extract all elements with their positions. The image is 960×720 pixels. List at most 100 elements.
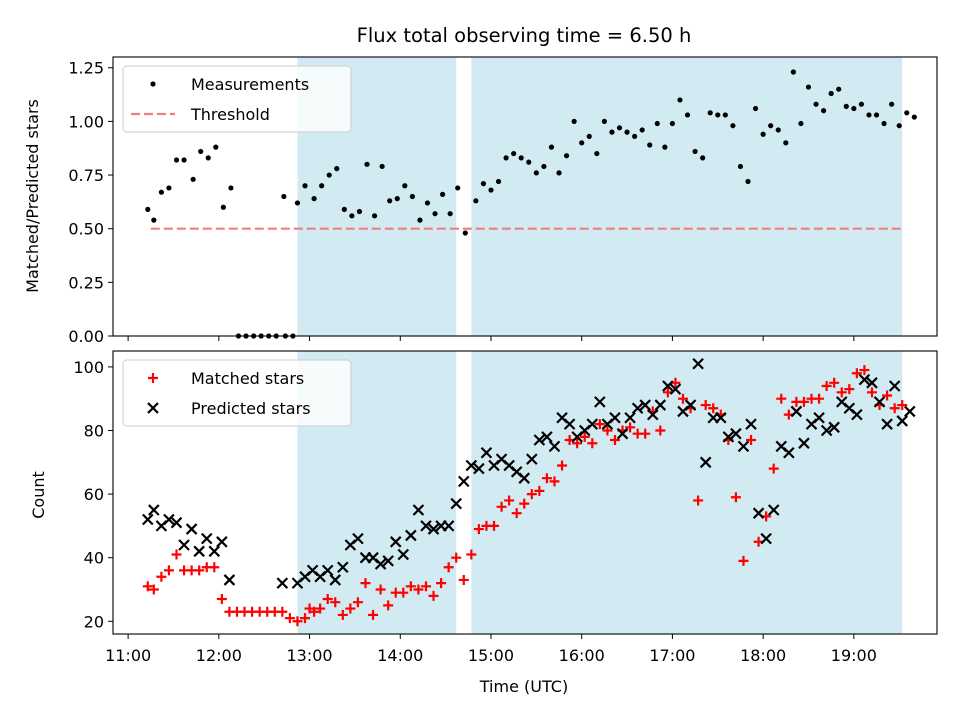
measurement-point — [447, 211, 453, 217]
measurement-point — [158, 189, 164, 195]
predicted-point — [828, 421, 840, 434]
measurement-point — [341, 206, 347, 212]
measurement-point — [480, 181, 487, 187]
measurement-point — [173, 157, 180, 163]
matched-point — [534, 485, 545, 496]
measurement-point — [495, 178, 502, 185]
matched-point — [700, 400, 711, 411]
measurement-point — [319, 183, 325, 189]
matched-point — [859, 365, 870, 376]
matched-point — [458, 574, 469, 585]
predicted-point — [374, 558, 387, 570]
x-tick-label: 14:00 — [377, 646, 423, 665]
predicted-point — [631, 402, 644, 415]
measurement-point — [326, 172, 332, 178]
measurement-point — [579, 140, 585, 146]
measurement-point — [503, 155, 509, 161]
measurement-point — [518, 155, 524, 161]
matched-point — [292, 616, 303, 627]
measurement-point — [533, 170, 539, 176]
predicted-point — [518, 472, 531, 484]
measurement-point — [843, 103, 849, 109]
matched-point — [587, 438, 598, 449]
predicted-point — [480, 446, 493, 459]
matched-point — [337, 609, 348, 620]
measurement-point — [790, 69, 796, 75]
legend-measurements-marker — [150, 81, 156, 87]
matched-point — [572, 438, 583, 449]
predicted-point — [223, 574, 236, 586]
predicted-point — [185, 523, 198, 535]
predicted-point — [170, 516, 183, 529]
y-tick-label: 40 — [84, 549, 104, 568]
legend-matched-marker — [148, 373, 158, 383]
measurement-point — [294, 200, 301, 206]
series-measurements — [145, 69, 917, 339]
measurement-point — [821, 108, 827, 114]
measurement-point — [356, 208, 363, 215]
predicted-point — [442, 520, 455, 532]
measurement-point — [866, 112, 872, 118]
predicted-point — [193, 545, 205, 558]
shaded-interval-2 — [471, 351, 903, 634]
measurement-point — [556, 170, 562, 176]
matched-point — [451, 552, 462, 563]
measurement-point — [616, 125, 623, 131]
measurement-point — [737, 163, 744, 170]
matched-point — [413, 584, 424, 595]
y-tick-label: 1.00 — [68, 112, 104, 131]
measurement-point — [440, 191, 446, 197]
predicted-point — [745, 418, 757, 430]
matched-point — [142, 581, 153, 592]
measurement-point — [904, 110, 910, 116]
matched-point — [163, 565, 174, 576]
matched-point — [171, 549, 182, 560]
matched-point — [844, 384, 855, 395]
predicted-point — [752, 507, 765, 519]
y-tick-label: 100 — [73, 358, 104, 377]
legend-label: Matched stars — [191, 369, 304, 388]
matched-point — [693, 495, 704, 506]
measurement-point — [311, 196, 317, 202]
matched-point — [504, 495, 515, 506]
measurement-point — [371, 213, 378, 219]
predicted-point — [616, 427, 629, 440]
matched-point — [194, 565, 205, 576]
y-tick-label: 80 — [84, 421, 104, 440]
x-tick-label: 15:00 — [468, 646, 514, 665]
measurement-point — [409, 193, 415, 200]
predicted-point — [866, 377, 878, 389]
measurement-point — [571, 118, 577, 124]
axes-frame — [112, 350, 938, 635]
matched-point — [420, 581, 431, 592]
measurement-point — [151, 217, 157, 223]
matched-point — [594, 419, 605, 430]
predicted-point — [473, 462, 485, 475]
measurement-point — [228, 185, 234, 191]
predicted-point — [329, 574, 342, 586]
legend-label: Threshold — [190, 105, 270, 124]
x-tick-label: 13:00 — [286, 646, 332, 665]
predicted-point — [783, 446, 795, 459]
matched-point — [309, 606, 320, 617]
matched-point — [882, 390, 893, 401]
predicted-point — [397, 548, 410, 561]
measurement-point — [730, 123, 736, 129]
matched-point — [889, 403, 900, 414]
ratio-panel: 0.00 0.25 0.50 0.75 1.00 1.25 Measurements Thre… — [68, 56, 938, 346]
measurement-point — [586, 133, 592, 140]
matched-point — [443, 562, 454, 573]
legend-predicted-marker — [147, 402, 159, 414]
predicted-point — [654, 399, 667, 411]
predicted-point — [730, 427, 742, 440]
matched-point — [677, 393, 688, 404]
y-tick-label: 60 — [84, 485, 104, 504]
predicted-point — [412, 504, 425, 516]
matched-point — [655, 425, 666, 436]
matched-point — [398, 587, 409, 598]
matched-point — [156, 571, 167, 582]
predicted-point — [216, 536, 228, 548]
x-tick-label: 17:00 — [649, 646, 695, 665]
measurement-point — [805, 84, 812, 90]
legend: Measurements Threshold — [122, 65, 352, 133]
